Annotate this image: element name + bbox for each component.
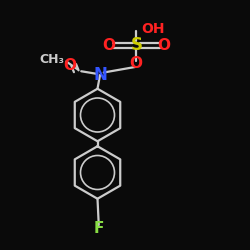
Text: F: F xyxy=(94,221,104,236)
Text: CH₃: CH₃ xyxy=(40,53,64,66)
Text: O: O xyxy=(102,38,115,52)
Text: O: O xyxy=(130,56,143,71)
Text: O: O xyxy=(64,58,76,72)
Text: S: S xyxy=(130,36,142,54)
Text: N: N xyxy=(93,66,107,84)
Text: OH: OH xyxy=(141,22,165,36)
Text: O: O xyxy=(157,38,170,52)
